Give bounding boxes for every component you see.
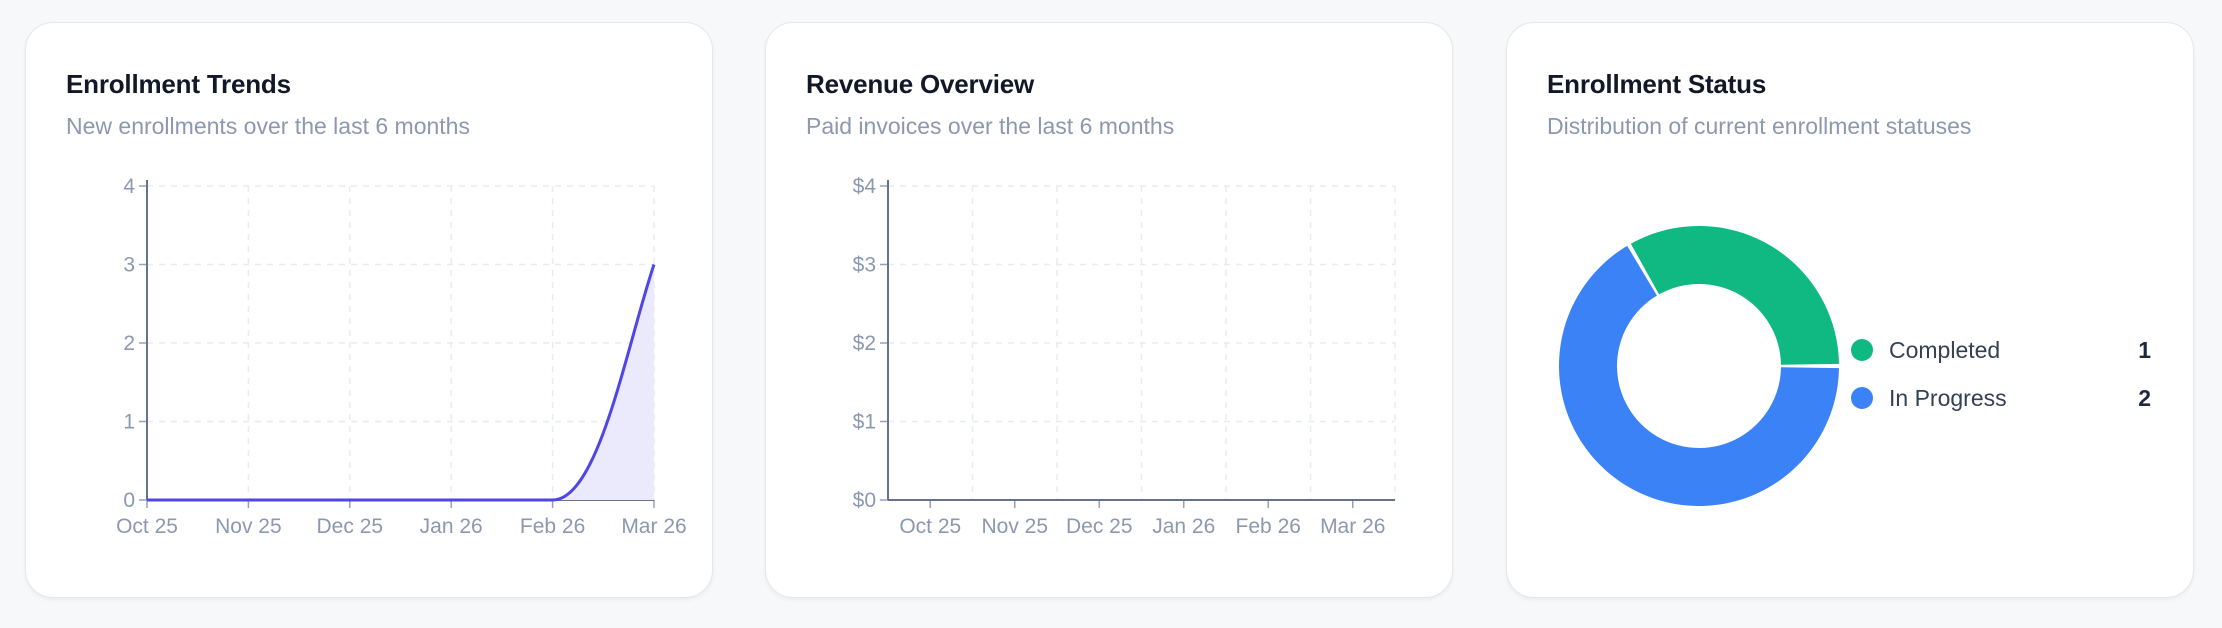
card-subtitle: Paid invoices over the last 6 months	[806, 113, 1175, 139]
donut-slice-in-progress	[1559, 245, 1839, 506]
x-tick-label: Mar 26	[621, 515, 686, 538]
y-tick-label: 3	[123, 254, 135, 277]
y-tick-label: 4	[123, 175, 135, 198]
x-tick-label: Nov 25	[215, 515, 282, 538]
revenue-overview-chart: $0 $1 $2 $3 $4 Oct 25 Nov 25 Dec 25 Jan 26 Feb 26…	[853, 175, 1396, 538]
x-tick-label: Feb 26	[1236, 515, 1301, 538]
y-tick-label: 2	[123, 332, 135, 355]
series-line	[147, 264, 656, 502]
x-tick-label: Jan 26	[1152, 515, 1215, 538]
x-tick-label: Jan 26	[420, 515, 483, 538]
card-subtitle: New enrollments over the last 6 months	[66, 113, 470, 139]
donut-slice-completed	[1630, 226, 1839, 365]
enrollment-status-card: Enrollment Status Distribution of curren…	[1506, 22, 2194, 598]
card-subtitle: Distribution of current enrollment statu…	[1547, 113, 1972, 139]
x-tick-label: Nov 25	[981, 515, 1048, 538]
series-area	[147, 264, 654, 500]
x-tick-label: Oct 25	[899, 515, 961, 538]
x-tick-label: Oct 25	[116, 515, 178, 538]
y-tick-label: $0	[853, 489, 876, 512]
y-tick-label: 0	[123, 489, 135, 512]
y-tick-label: $1	[853, 411, 876, 434]
enrollment-trends-chart: 0 1 2 3 4 Oct 25 Nov 25 Dec 25 Jan 26 Feb 26 Mar 2…	[116, 175, 687, 538]
x-tick-label: Dec 25	[317, 515, 384, 538]
status-legend: Completed 1 In Progress 2	[1851, 326, 2151, 422]
legend-value: 2	[2138, 384, 2151, 411]
x-tick-label: Feb 26	[520, 515, 585, 538]
enrollment-status-donut	[1559, 226, 1839, 506]
legend-swatch	[1851, 387, 1873, 409]
legend-value: 1	[2138, 336, 2151, 363]
card-title: Enrollment Trends	[66, 69, 291, 99]
legend-label: In Progress	[1889, 384, 2007, 411]
enrollment-trends-card: Enrollment Trends New enrollments over t…	[25, 22, 713, 598]
y-tick-label: 1	[123, 411, 135, 434]
card-title: Enrollment Status	[1547, 69, 1767, 99]
x-tick-label: Dec 25	[1066, 515, 1133, 538]
y-tick-label: $2	[853, 332, 876, 355]
revenue-overview-card: Revenue Overview Paid invoices over the …	[765, 22, 1453, 598]
x-tick-label: Mar 26	[1320, 515, 1385, 538]
y-tick-label: $4	[853, 175, 877, 198]
legend-item-completed[interactable]: Completed 1	[1851, 326, 2151, 374]
legend-label: Completed	[1889, 336, 2001, 363]
legend-item-in-progress[interactable]: In Progress 2	[1851, 374, 2151, 422]
y-tick-label: $3	[853, 254, 876, 277]
legend-swatch	[1851, 339, 1873, 361]
card-title: Revenue Overview	[806, 69, 1035, 99]
